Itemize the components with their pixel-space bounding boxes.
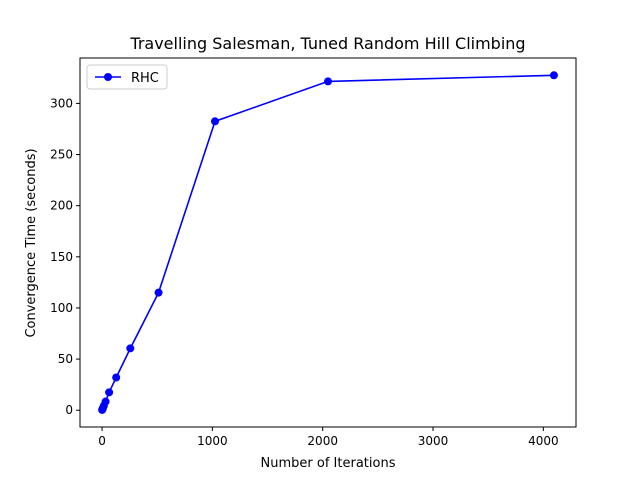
y-tick-label: 100 xyxy=(50,301,73,315)
legend-marker xyxy=(104,73,112,81)
data-point xyxy=(211,117,220,126)
data-point xyxy=(154,288,163,297)
data-point xyxy=(324,77,332,86)
axes-frame xyxy=(79,57,577,428)
y-tick-label: 0 xyxy=(65,403,73,417)
chart-title: Travelling Salesman, Tuned Random Hill C… xyxy=(129,34,525,53)
x-tick-label: 0 xyxy=(98,434,106,448)
y-tick-label: 150 xyxy=(50,250,73,264)
data-point xyxy=(101,397,110,406)
data-point xyxy=(105,388,114,397)
plot-area: 0 1000 2000 3000 4000 0 50 100 150 200 250 300 RHC xyxy=(50,57,577,448)
data-point xyxy=(549,71,558,80)
x-tick-label: 2000 xyxy=(307,434,338,448)
x-tick-label: 1000 xyxy=(197,434,228,448)
x-axis-label: Number of Iterations xyxy=(261,456,396,471)
x-tick-label: 3000 xyxy=(418,434,449,448)
y-tick-label: 300 xyxy=(50,96,73,110)
legend-label: RHC xyxy=(131,71,159,86)
legend-box xyxy=(86,64,168,90)
y-tick-label: 200 xyxy=(50,199,73,213)
y-tick-label: 50 xyxy=(58,352,73,366)
y-axis-label: Convergence Time (seconds) xyxy=(24,148,39,337)
data-point xyxy=(126,344,135,353)
y-tick-label: 250 xyxy=(50,148,73,162)
data-point xyxy=(112,373,121,382)
x-tick-label: 4000 xyxy=(528,434,559,448)
legend: RHC xyxy=(86,64,168,90)
